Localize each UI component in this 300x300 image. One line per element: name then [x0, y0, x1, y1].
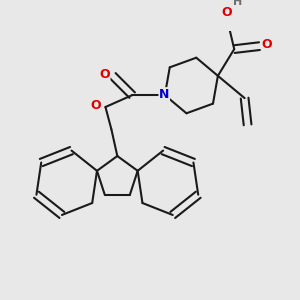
- Text: H: H: [232, 0, 242, 8]
- Text: O: O: [221, 6, 232, 19]
- Text: N: N: [159, 88, 169, 101]
- Text: O: O: [90, 99, 101, 112]
- Text: O: O: [99, 68, 110, 81]
- Text: O: O: [262, 38, 272, 51]
